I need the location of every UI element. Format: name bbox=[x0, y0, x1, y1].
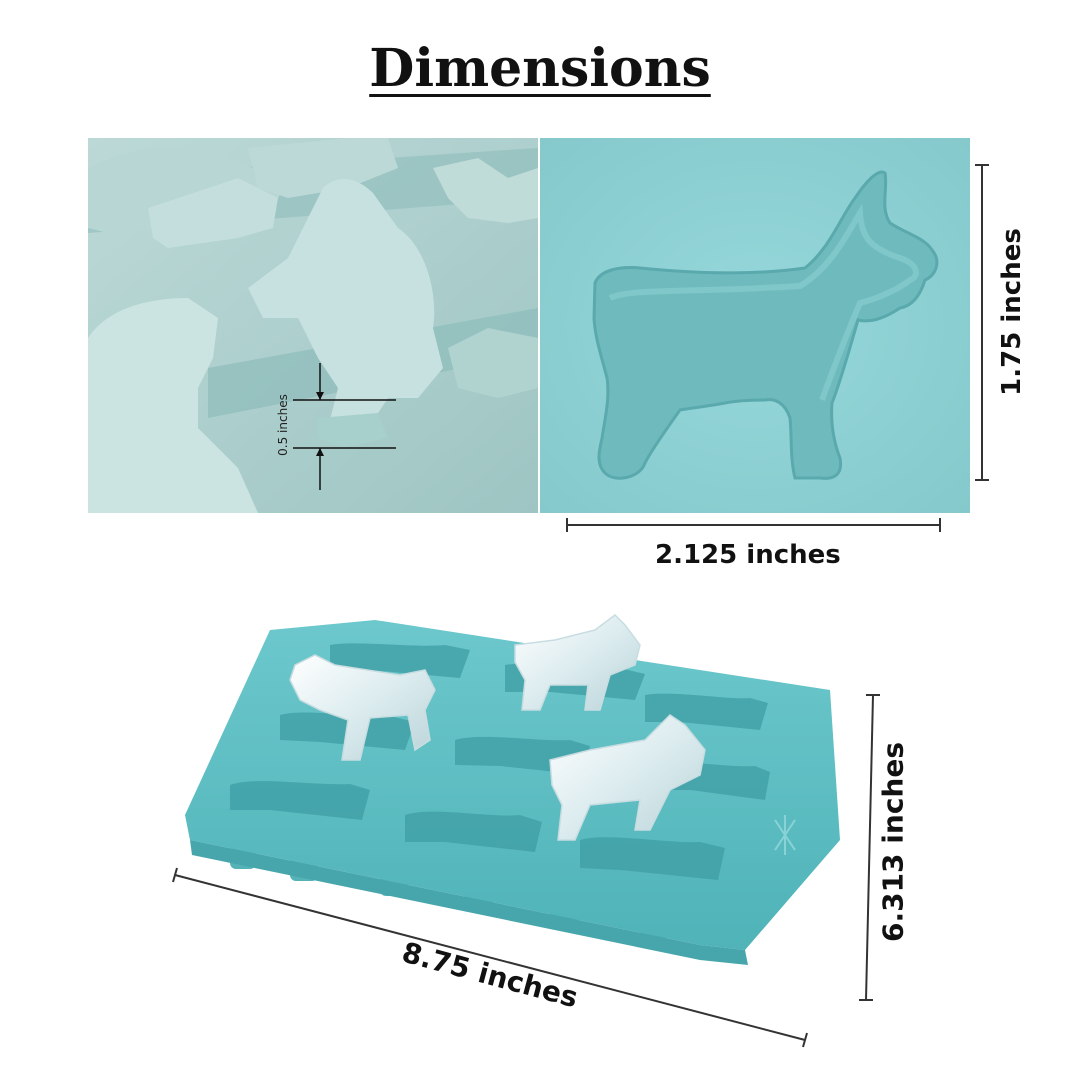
ice-cube-2 bbox=[514, 614, 641, 711]
dog-mold-cavity bbox=[540, 138, 970, 513]
mold-depth-photo bbox=[88, 138, 538, 513]
mold-depth-illustration bbox=[88, 138, 538, 513]
ice-cube-3 bbox=[549, 714, 706, 841]
mold-width-label: 2.125 inches bbox=[655, 540, 841, 570]
page-title: Dimensions bbox=[0, 38, 1080, 99]
page-title-text: Dimensions bbox=[369, 38, 711, 99]
ice-tray-photo bbox=[185, 614, 840, 965]
tray-width-label: 6.313 inches bbox=[876, 741, 910, 943]
brand-logo bbox=[774, 815, 796, 855]
mold-closeup-photo bbox=[540, 138, 970, 513]
mold-height-label: 1.75 inches bbox=[997, 228, 1027, 396]
depth-measure-lines bbox=[293, 363, 396, 490]
ice-cube-1 bbox=[289, 654, 436, 761]
french-bulldog-icon bbox=[592, 170, 939, 480]
